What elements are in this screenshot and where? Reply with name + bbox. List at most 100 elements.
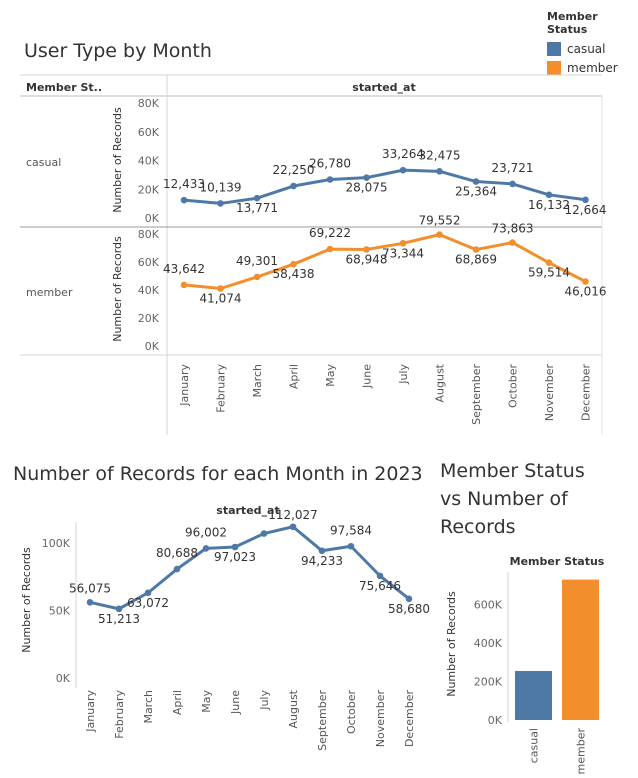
row-label-casual: casual [26,156,61,169]
chart2-point-june[interactable] [231,543,239,551]
point-member-july[interactable] [399,240,407,247]
chart2-x-tick-september: September [316,690,329,751]
chart2-point-january[interactable] [86,598,94,606]
legend-item-casual[interactable]: casual [547,42,638,56]
chart2-series-line [89,525,410,611]
chart2-point-november[interactable] [376,572,384,580]
data-label-casual-october: 23,721 [492,161,534,175]
chart3-y-tick-0K: 0K [488,714,503,727]
y-tick-casual-60K: 60K [138,126,160,139]
chart2-y-tick-50K: 50K [49,605,71,618]
data-label-casual-september: 25,364 [455,185,497,199]
chart2-x-tick-june: June [229,690,242,715]
y-tick-member-80K: 80K [138,228,160,241]
x-tick-march: March [251,364,264,398]
chart2-title: Number of Records for each Month in 2023 [13,463,423,485]
chart2-data-label-december: 58,680 [388,602,430,616]
legend-swatch-member [547,61,561,75]
point-casual-january[interactable] [180,196,188,204]
chart3-title-line3: Records [440,516,516,538]
x-tick-september: September [470,364,483,425]
point-casual-may[interactable] [326,176,334,183]
chart2-records-per-month: started_at Number of Records 100K 50K 0K 5… [20,504,430,751]
point-member-may[interactable] [326,245,334,253]
point-casual-september[interactable] [472,178,480,185]
point-casual-october[interactable] [509,180,516,188]
point-casual-december[interactable] [582,196,589,204]
point-casual-june[interactable] [363,174,370,181]
point-member-february[interactable] [217,285,224,292]
data-label-casual-february: 10,139 [200,180,242,194]
point-casual-february[interactable] [217,200,224,207]
x-tick-february: February [215,364,228,413]
chart3-column-header: Member Status [510,555,605,568]
row-label-member: member [26,286,73,299]
chart2-point-october[interactable] [347,542,355,550]
legend-label-member: member [567,61,618,75]
point-member-january[interactable] [180,281,188,289]
chart2-y-axis-title: Number of Records [20,547,33,653]
chart3-y-tick-400K: 400K [474,637,503,650]
y-tick-casual-40K: 40K [138,155,160,168]
chart2-point-december[interactable] [405,595,413,603]
data-label-member-september: 68,869 [455,253,497,267]
y-axis-title-member: Number of Records [111,236,124,342]
chart2-column-header: started_at [216,504,279,517]
x-tick-april: April [288,364,301,389]
chart3-member-status-bars: Member Status Number of Records 600K 400K… [445,555,605,774]
point-casual-july[interactable] [399,166,407,174]
chart2-y-tick-100K: 100K [42,537,71,550]
point-member-september[interactable] [472,246,480,253]
chart2-data-label-november: 75,646 [359,579,401,593]
chart2-data-label-september: 94,233 [301,554,343,568]
bar-casual[interactable] [515,670,552,720]
chart2-data-label-june: 97,023 [214,550,256,564]
chart2-x-tick-march: March [142,690,155,724]
chart2-x-tick-may: May [200,690,213,713]
legend-item-member[interactable]: member [547,61,638,75]
x-tick-january: January [178,364,191,407]
point-casual-march[interactable] [253,194,261,202]
point-member-november[interactable] [545,259,553,266]
chart2-point-may[interactable] [202,545,210,552]
point-member-april[interactable] [290,260,297,268]
data-label-member-may: 69,222 [309,226,351,240]
legend-title: Member Status [547,10,598,36]
x-tick-june: June [361,364,374,389]
point-member-march[interactable] [253,273,261,281]
chart2-point-july[interactable] [260,530,268,537]
chart2-point-april[interactable] [173,565,181,573]
data-label-member-october: 73,863 [492,222,534,236]
point-casual-august[interactable] [436,168,443,175]
data-label-casual-june: 28,075 [346,181,388,195]
chart2-point-february[interactable] [115,605,123,613]
chart1-user-type-by-month: Member St.. started_at casual member Num… [20,74,607,435]
point-member-august[interactable] [436,231,443,238]
point-member-december[interactable] [582,278,589,285]
bar-member[interactable] [562,579,599,720]
y-tick-member-40K: 40K [138,284,160,297]
chart2-x-tick-december: December [403,690,416,748]
chart2-data-label-april: 80,688 [156,546,198,560]
x-tick-november: November [543,364,556,422]
chart3-title-line1: Member Status [440,460,585,482]
y-axis-title-casual: Number of Records [111,107,124,213]
chart2-x-tick-november: November [374,690,387,748]
chart2-point-march[interactable] [144,589,152,597]
data-label-member-august: 79,552 [419,214,461,228]
chart2-data-label-october: 97,584 [330,523,372,537]
data-label-member-april: 58,438 [273,267,315,281]
point-member-june[interactable] [363,246,370,253]
point-casual-november[interactable] [545,191,553,199]
point-casual-april[interactable] [290,182,297,190]
chart2-point-august[interactable] [289,523,297,531]
chart2-data-label-may: 96,002 [185,525,227,539]
data-label-member-november: 59,514 [528,266,570,280]
chart2-data-label-february: 51,213 [98,612,140,626]
chart3-x-tick-casual: casual [528,728,541,763]
x-tick-august: August [434,363,447,402]
point-member-october[interactable] [509,239,516,246]
y-tick-casual-20K: 20K [138,183,160,196]
chart2-point-september[interactable] [318,547,326,555]
y-tick-casual-0K: 0K [145,212,160,225]
